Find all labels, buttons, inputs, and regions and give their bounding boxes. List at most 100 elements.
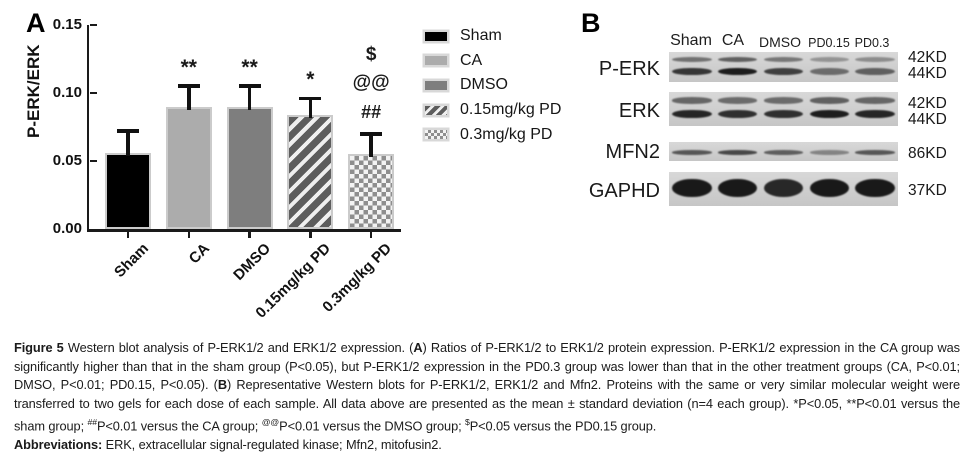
protein-band xyxy=(718,179,758,198)
protein-band xyxy=(763,179,804,198)
y-tick-label: 0.05 xyxy=(52,152,82,169)
x-tick-mark xyxy=(369,231,373,238)
bar-lightgray xyxy=(165,106,212,229)
blot-lane xyxy=(806,52,852,82)
significance-marker: ** xyxy=(180,56,197,80)
blot-lane xyxy=(806,92,852,126)
error-bar-stem xyxy=(187,86,191,110)
error-bar-cap xyxy=(238,84,261,88)
blot-lane xyxy=(669,172,715,206)
blot-strip-MFN2 xyxy=(669,142,898,161)
blot-lane xyxy=(806,172,852,206)
legend-item: 0.15mg/kg PD xyxy=(425,98,561,123)
bar-checker xyxy=(348,154,395,229)
error-bar-cap xyxy=(360,132,383,136)
significance-marker: $ xyxy=(365,43,377,65)
lane-header-Sham: Sham xyxy=(670,32,712,49)
protein-band xyxy=(809,109,849,119)
y-tick-label: 0.15 xyxy=(52,16,82,33)
blot-lane xyxy=(669,92,715,126)
protein-band xyxy=(672,97,712,104)
panel-a-chart: A P-ERK/ERK 0.00 0.05 0.10 0.15 Sham CA ** DMSO… xyxy=(0,0,600,340)
protein-band xyxy=(763,67,804,76)
legend-item: DMSO xyxy=(425,73,561,98)
protein-band xyxy=(855,97,895,104)
protein-band xyxy=(809,56,849,63)
protein-band xyxy=(718,67,758,76)
protein-band xyxy=(855,67,895,76)
significance-markers: * xyxy=(265,68,355,92)
caption-text: Abbreviations: xyxy=(14,437,103,453)
significance-marker: * xyxy=(306,68,315,92)
blot-lane xyxy=(761,172,807,206)
caption-text: A xyxy=(413,340,423,355)
protein-band xyxy=(855,56,895,63)
caption-text: P<0.01 versus the DMSO group; xyxy=(279,418,466,434)
caption-text: ) Representative Western blots for P-ERK… xyxy=(14,377,960,434)
caption-text: ) Ratios of P-ERK1/2 to ERK1/2 protein e… xyxy=(14,340,960,393)
y-axis-line xyxy=(86,25,90,231)
blot-lane xyxy=(669,52,715,82)
lane-header-PD0.15: PD0.15 xyxy=(808,36,850,50)
blot-strip-ERK xyxy=(669,92,898,126)
caption-text: P<0.01 versus the CA group; xyxy=(96,418,262,434)
protein-band xyxy=(672,179,712,198)
protein-band xyxy=(855,109,895,119)
caption-text: Western blot analysis of P-ERK1/2 and ER… xyxy=(63,340,414,355)
significance-markers: $ @@ ## xyxy=(326,42,416,126)
protein-band xyxy=(763,149,804,155)
caption-text: @@ xyxy=(261,417,280,428)
protein-band xyxy=(855,149,895,155)
caption-text: B xyxy=(217,377,227,393)
caption-text: Figure 5 xyxy=(14,340,64,355)
mw-label-44KD: 44KD xyxy=(908,111,947,128)
y-tick-mark xyxy=(90,23,97,27)
legend-swatch-lightgray xyxy=(425,56,447,66)
panel-a-label: A xyxy=(26,8,46,38)
blot-row-label-MFN2: MFN2 xyxy=(605,141,660,163)
x-tick-mark xyxy=(126,231,130,238)
significance-marker: ## xyxy=(361,101,382,122)
error-bar-stem xyxy=(247,86,252,110)
blot-strip-GAPHD xyxy=(669,172,898,206)
blot-strip-P-ERK xyxy=(669,52,898,82)
significance-marker: ** xyxy=(241,56,258,80)
caption-text: $ xyxy=(465,417,470,428)
blot-lane xyxy=(852,52,898,82)
blot-row-label-GAPHD: GAPHD xyxy=(588,180,660,202)
y-tick-label: 0.00 xyxy=(52,220,82,237)
blot-lane xyxy=(669,142,715,161)
error-bar-cap xyxy=(177,84,200,88)
blot-lane xyxy=(852,142,898,161)
protein-band xyxy=(855,179,895,198)
mw-label-37KD: 37KD xyxy=(908,182,947,199)
x-tick-mark xyxy=(248,231,251,238)
protein-band xyxy=(718,56,758,63)
error-bar-cap xyxy=(299,96,322,101)
legend-label: CA xyxy=(460,51,483,69)
blot-row-label-P-ERK: P-ERK xyxy=(598,58,660,80)
error-bar-stem xyxy=(126,131,130,156)
caption-text: P<0.05 versus the PD0.15 group. xyxy=(469,418,657,434)
protein-band xyxy=(763,97,804,104)
blot-lane xyxy=(852,92,898,126)
legend-swatch-gray xyxy=(425,80,447,90)
chart-legend: Sham CA DMSO 0.15mg/kg PD 0.3mg/kg PD xyxy=(425,24,561,147)
panel-b-label: B xyxy=(581,8,601,38)
caption-paragraph: Abbreviations: ERK, extracellular signal… xyxy=(14,436,960,455)
protein-band xyxy=(809,67,849,76)
mw-label-44KD: 44KD xyxy=(908,65,947,82)
protein-band xyxy=(763,109,804,119)
blot-lane xyxy=(761,52,807,82)
y-tick-label: 0.10 xyxy=(52,84,82,101)
legend-item: 0.3mg/kg PD xyxy=(425,122,561,147)
caption-paragraph: Figure 5 Western blot analysis of P-ERK1… xyxy=(14,339,960,436)
legend-swatch-checker xyxy=(425,130,447,140)
protein-band xyxy=(672,67,712,76)
lane-header-DMSO: DMSO xyxy=(759,34,801,50)
legend-label: Sham xyxy=(460,27,502,45)
protein-band xyxy=(809,149,849,155)
x-tick-mark xyxy=(309,231,312,238)
x-tick-mark xyxy=(187,231,191,238)
